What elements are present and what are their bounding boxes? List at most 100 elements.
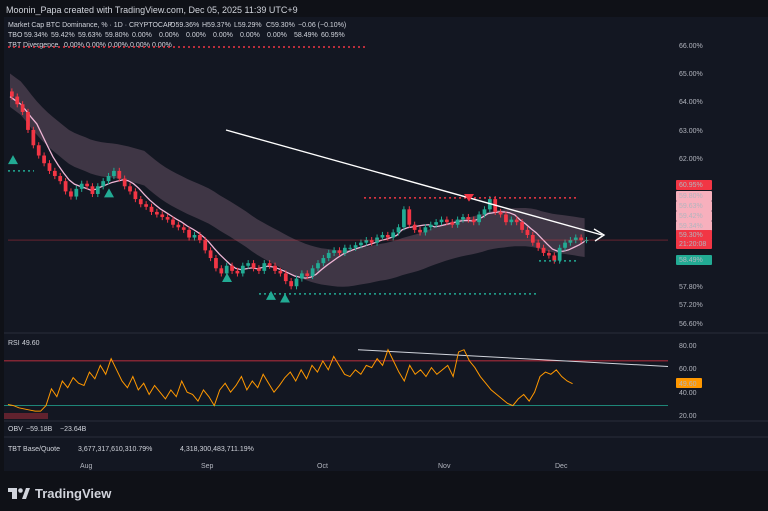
candle-body: [509, 219, 514, 223]
legend-tbo-value: 0.00%: [240, 32, 260, 39]
rsi-value: 49.60: [22, 340, 40, 347]
candle-body: [563, 242, 567, 248]
candle-body: [461, 217, 465, 220]
candle-body: [439, 219, 444, 223]
legend-tbd-value: 0.00%: [108, 42, 128, 49]
candle-body: [31, 129, 36, 146]
candle-body: [471, 219, 476, 223]
legend-tbo-value: 0.00%: [132, 32, 152, 39]
candle-body: [541, 247, 546, 253]
price-badge-label: 58.49%: [679, 257, 703, 264]
candle-body: [273, 265, 277, 271]
legend-change: −0.06 (−0.10%): [298, 22, 346, 29]
candle-body: [208, 250, 213, 259]
candle-body: [477, 214, 481, 223]
candle-body: [278, 270, 283, 274]
price-axis-tick: 65.00%: [679, 71, 703, 78]
tradingview-logo-text: TradingView: [35, 486, 112, 501]
candle-body: [69, 191, 73, 197]
obv-value-1: −59.18B: [26, 426, 53, 433]
candle-body: [165, 217, 170, 220]
candle-body: [310, 268, 315, 276]
legend-tbo-value: 59.63%: [78, 32, 102, 39]
candle-body: [418, 229, 422, 233]
candle-body: [305, 273, 310, 276]
candle-body: [342, 247, 347, 253]
candle-body: [520, 222, 524, 230]
price-badge-bg: [676, 201, 712, 211]
candle-body: [412, 224, 417, 230]
legend-tbd-value: 0.00%: [64, 42, 84, 49]
legend-tbo-value: 59.34%: [24, 32, 48, 39]
candle-body: [552, 255, 557, 261]
candle-body: [466, 217, 471, 220]
legend-tbd-value: 0.00%: [86, 42, 106, 49]
candle-body: [423, 227, 428, 233]
buy-signal-marker: [104, 188, 114, 198]
candle-body: [224, 265, 229, 274]
candle-body: [380, 234, 385, 238]
candle-body: [219, 268, 224, 274]
candle-body: [547, 252, 551, 256]
candle-body: [257, 268, 261, 271]
candle-body: [171, 219, 175, 225]
candle-body: [20, 104, 25, 112]
candle-body: [262, 263, 267, 271]
candle-body: [90, 186, 95, 194]
candle-body: [230, 265, 234, 271]
candle-body: [283, 273, 288, 282]
candle-body: [504, 214, 508, 223]
rsi-pane[interactable]: [4, 348, 669, 419]
candle-body: [155, 211, 159, 215]
candle-body: [176, 224, 181, 228]
candle-body: [58, 176, 63, 182]
price-axis-tick: 66.00%: [679, 43, 703, 50]
candle-body: [396, 227, 401, 233]
candle-body: [251, 263, 256, 269]
candle-body: [407, 209, 412, 225]
price-axis-tick: 62.00%: [679, 156, 703, 163]
legend-tbo-value: 59.42%: [51, 32, 75, 39]
tbt-bq-value-2: 4,318,300,483,711.19%: [180, 446, 254, 453]
price-badge-bg: [676, 221, 712, 231]
legend-tbo-value: 59.80%: [105, 32, 129, 39]
candle-body: [128, 186, 132, 192]
candle-body: [47, 163, 52, 171]
rsi-axis-tick: 20.00: [679, 413, 697, 420]
candle-body: [557, 247, 562, 261]
time-axis-tick: Aug: [80, 463, 93, 470]
candle-body: [332, 250, 336, 253]
rsi-badge-bg: [676, 378, 702, 388]
legend: Market Cap BTC Dominance, % · 1D · CRYPT…: [8, 22, 346, 49]
candle-body: [106, 176, 111, 182]
legend-tbo-values: 59.34% 59.42% 59.63% 59.80% 0.00% 0.00% 0.00% 0…: [24, 32, 345, 39]
legend-tbd-label: TBT Divergence: [8, 42, 59, 49]
price-badge-bg: [676, 255, 712, 265]
tradingview-logo-icon: [8, 487, 30, 499]
candle-body: [498, 211, 503, 215]
legend-tbo-value: 0.00%: [213, 32, 233, 39]
chart-svg[interactable]: Market Cap BTC Dominance, % · 1D · CRYPT…: [4, 17, 768, 471]
candle-body: [579, 237, 584, 241]
candle-body: [402, 209, 406, 228]
candle-body: [240, 265, 245, 274]
candle-body: [445, 219, 449, 223]
candle-body: [326, 252, 331, 259]
candle-body: [181, 227, 186, 230]
chart-canvas[interactable]: Market Cap BTC Dominance, % · 1D · CRYPT…: [4, 17, 768, 471]
candle-body: [450, 222, 455, 225]
candle-body: [187, 229, 191, 238]
buy-signal-marker: [266, 290, 276, 300]
candle-body: [294, 278, 299, 287]
price-axis-tick: 57.80%: [679, 284, 703, 291]
candle-body: [246, 263, 251, 266]
price-pane[interactable]: [8, 46, 668, 303]
candle-body: [95, 186, 100, 194]
candle-body: [359, 242, 363, 246]
candle-body: [337, 250, 342, 253]
tbt-bq-value-1: 3,677,317,610,310.79%: [78, 446, 152, 453]
obv-legend: OBV −59.18B −23.64B: [8, 426, 87, 433]
tbt-bq-label: TBT Base/Quote: [8, 446, 60, 453]
candle-body: [514, 219, 519, 223]
price-badge-bg: [676, 180, 712, 190]
